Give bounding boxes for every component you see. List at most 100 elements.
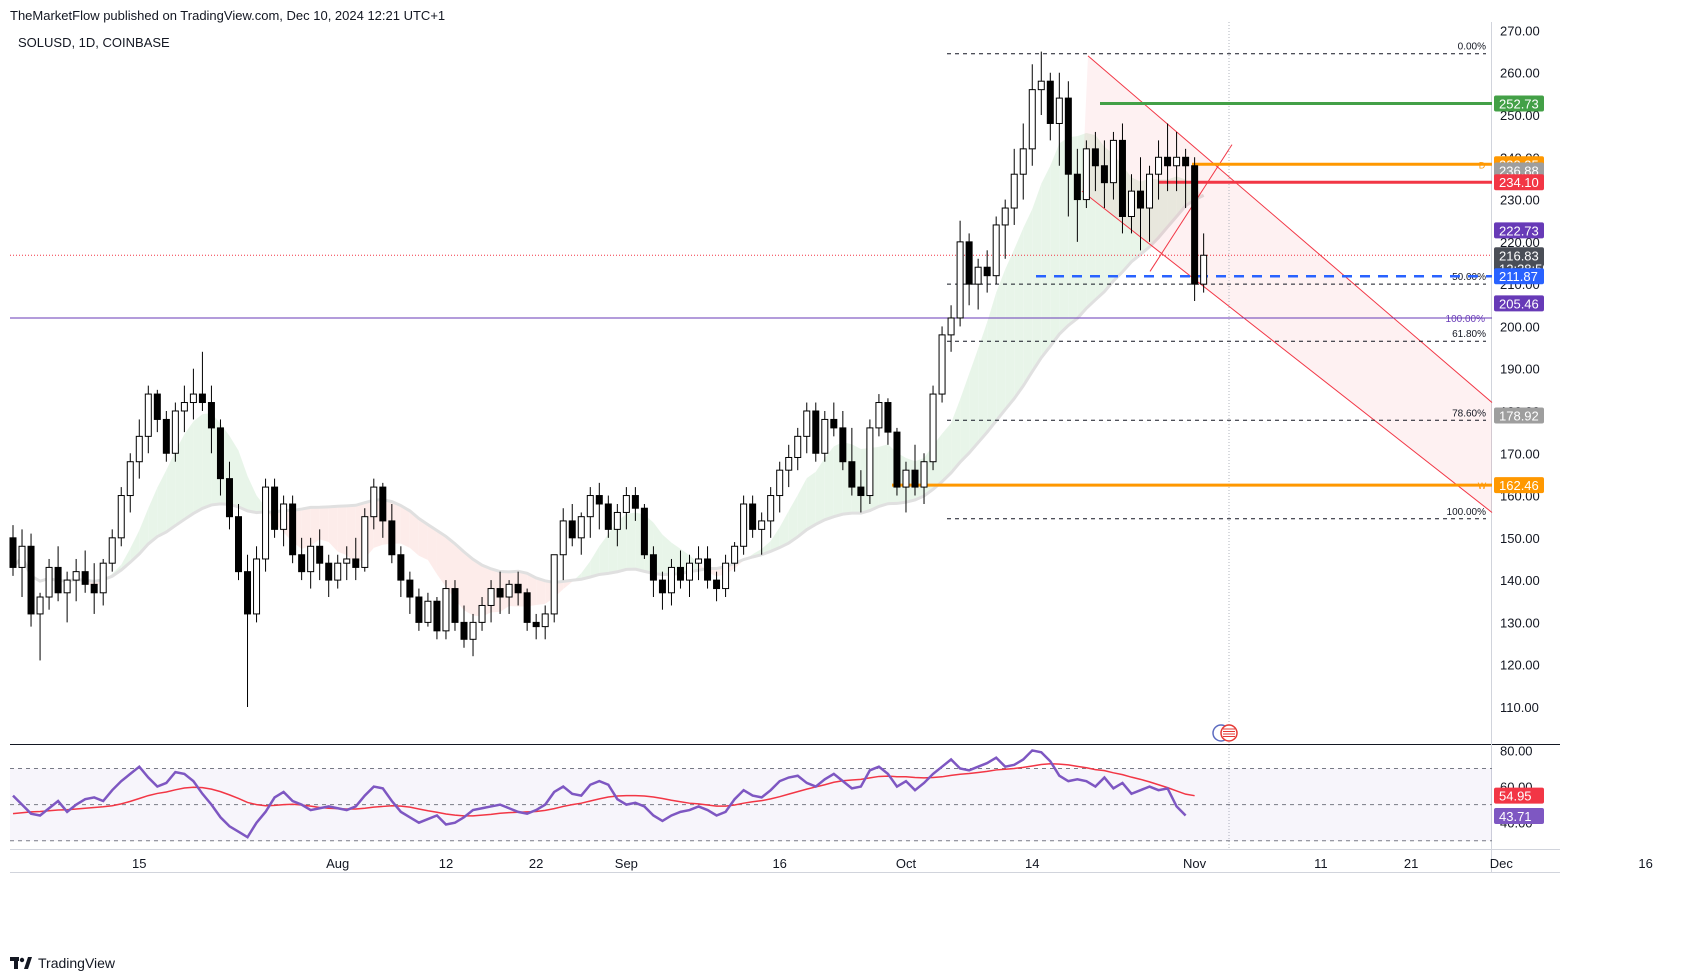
ma-cloud-segment: [1014, 228, 1024, 399]
rsi-ma-badge-label: 54.95: [1499, 789, 1532, 804]
candle: [153, 389, 161, 433]
ma-cloud-segment: [418, 518, 428, 561]
ma-cloud-segment: [1158, 179, 1168, 238]
candle: [631, 487, 639, 521]
candle-body: [866, 427, 874, 497]
level-marker: D: [1479, 160, 1486, 170]
us-flag-icon: [1212, 724, 1238, 742]
fib-retracement: 0.00% 50.00% 61.80% 78.60% 100.00%: [947, 42, 1486, 520]
candle-body: [974, 266, 982, 285]
time-tick-label: 11: [1314, 856, 1328, 871]
candle: [983, 250, 991, 293]
candle: [812, 402, 820, 462]
candle: [379, 482, 387, 538]
candle-body: [424, 600, 432, 623]
candle-body: [298, 554, 306, 573]
candle-body: [857, 486, 865, 497]
candle-body: [144, 393, 152, 437]
candle-body: [99, 562, 107, 594]
rsi-badge-label: 43.71: [1499, 809, 1532, 824]
candle: [1173, 131, 1181, 192]
candle: [1010, 148, 1018, 225]
ma-cloud-segment: [996, 269, 1006, 421]
price-badge-label: 234.10: [1499, 175, 1539, 190]
tradingview-logo-icon: [10, 957, 32, 969]
candle: [722, 554, 730, 598]
price-badge-label: 222.73: [1499, 223, 1539, 238]
candle-body: [532, 621, 540, 628]
candle: [902, 461, 910, 513]
price-tick-label: 140.00: [1500, 573, 1540, 588]
candle: [433, 597, 441, 640]
candle: [63, 571, 71, 623]
channel-upper-line: [1087, 55, 1493, 403]
ma-cloud-segment: [824, 446, 834, 520]
candle: [1019, 123, 1027, 200]
ma-cloud-segment: [671, 542, 681, 575]
candle-body: [758, 520, 766, 530]
candle-body: [812, 410, 820, 454]
candle-body: [1082, 148, 1090, 201]
candle-body: [415, 596, 423, 623]
candle: [388, 504, 396, 564]
footer-brand[interactable]: TradingView: [10, 955, 115, 971]
ma-cloud-segment: [1032, 183, 1042, 372]
candle: [848, 427, 856, 496]
candle-body: [36, 596, 44, 615]
candle-body: [956, 241, 964, 319]
candle-body: [640, 507, 648, 556]
candle-body: [9, 537, 17, 568]
ma-cloud-segment: [878, 444, 888, 507]
candle-body: [1118, 139, 1126, 217]
ma-cloud-segment: [175, 434, 185, 526]
candle-body: [45, 566, 53, 598]
candle-body: [406, 579, 414, 598]
ma-cloud-segment: [400, 505, 410, 548]
candle-body: [244, 571, 252, 615]
ma-cloud: [13, 132, 1204, 617]
candle-body: [1173, 156, 1181, 167]
candle-body: [397, 554, 405, 581]
candle-body: [361, 516, 369, 568]
candle-body: [803, 410, 811, 437]
candle-body: [568, 520, 576, 539]
ma-cloud-segment: [265, 507, 275, 524]
candle: [253, 546, 261, 623]
candle-body: [162, 418, 170, 454]
price-badge-label: 178.92: [1499, 409, 1539, 424]
ma-cloud-segment: [464, 551, 474, 616]
candle-body: [577, 516, 585, 539]
candle-body: [216, 427, 224, 480]
price-badge-162.46: [1494, 477, 1544, 494]
candle-body: [830, 418, 838, 429]
price-badge-211.87: [1494, 268, 1544, 285]
candle-body: [135, 435, 143, 463]
candle: [325, 554, 333, 598]
candle: [198, 351, 206, 411]
candle: [1064, 81, 1072, 217]
ma-cloud-segment: [662, 534, 672, 575]
candle-body: [1200, 254, 1208, 285]
candle: [568, 504, 576, 547]
candle-body: [613, 511, 621, 530]
ma-cloud-segment: [166, 451, 176, 532]
candle: [713, 571, 721, 602]
candle: [1028, 64, 1036, 166]
candle-body: [821, 418, 829, 454]
ma-cloud-segment: [409, 510, 419, 556]
level-marker: W: [1478, 481, 1487, 491]
candle-body: [631, 495, 639, 509]
candle-body: [722, 562, 730, 590]
time-tick-label: Dec: [1490, 856, 1514, 871]
ma-cloud-segment: [500, 571, 510, 612]
candle: [180, 385, 188, 433]
candle-body: [72, 571, 80, 581]
candle: [117, 487, 125, 547]
candle-body: [487, 588, 495, 606]
candle: [1109, 131, 1117, 200]
candle-body: [63, 579, 71, 594]
candle: [929, 385, 937, 471]
price-tick-label: 110.00: [1500, 700, 1539, 715]
candle: [135, 419, 143, 479]
